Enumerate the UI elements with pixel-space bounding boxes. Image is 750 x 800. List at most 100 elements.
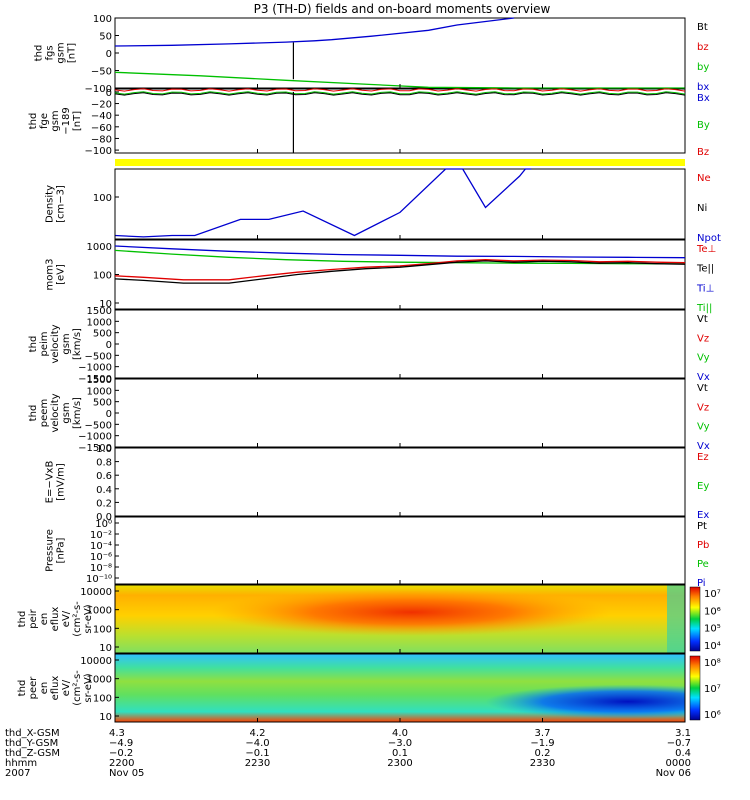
x-tick-label: −1.9	[530, 738, 554, 749]
y-axis-label: velocity	[50, 393, 61, 432]
legend-entry: Vy	[697, 422, 710, 433]
legend-entry: Bt	[697, 22, 708, 33]
y-axis-label: en	[39, 613, 50, 626]
y-tick-label: 0	[106, 409, 112, 420]
y-tick-label: 10⁰	[95, 519, 112, 530]
y-axis-label: −189	[61, 107, 72, 134]
x-tick-label: 2330	[530, 758, 555, 769]
y-axis-label: thd	[28, 113, 39, 130]
legend-entry: Npot	[697, 233, 721, 244]
y-axis-label: thd	[28, 336, 39, 353]
figure-title: P3 (TH-D) fields and on-board moments ov…	[254, 2, 551, 16]
legend-entry: Pi	[697, 578, 706, 589]
y-tick-label: 100	[93, 271, 112, 282]
colorbar	[689, 655, 701, 721]
x-tick-label: 0.4	[675, 748, 691, 759]
y-tick-label: 500	[93, 398, 112, 409]
y-tick-label: 10⁻¹⁰	[86, 574, 112, 585]
x-date-start: Nov 05	[109, 768, 144, 779]
y-axis-label: peir	[28, 608, 39, 628]
panel-frame	[114, 168, 686, 240]
y-tick-label: 0.6	[96, 471, 112, 482]
panel-fgs: 100 50 0 −50 −100 thd fgs gsm [nT] Bt bz by bx	[34, 14, 710, 95]
y-axis-label: gsm	[50, 110, 61, 131]
y-axis-label: thd	[34, 45, 45, 62]
x-tick-label: −0.1	[245, 748, 269, 759]
legend-entry: by	[697, 62, 709, 73]
y-tick-label: 10000	[80, 656, 112, 667]
panel-peer: 10⁸ 10⁷ 10⁶ 10000 1000 100 10 thd peer en eflux eV/…	[17, 653, 721, 723]
y-axis-label: thd	[17, 680, 28, 697]
legend-entry: Ni	[697, 203, 707, 214]
y-axis-label: peem	[39, 399, 50, 427]
x-tick-label: −0.2	[109, 748, 133, 759]
y-tick-label: 0	[106, 88, 112, 99]
legend-entry: Vy	[697, 353, 710, 364]
panel-frame	[114, 17, 686, 89]
y-tick-label: −80	[91, 134, 112, 145]
series-line-Ti||	[114, 249, 686, 265]
y-axis-label: [km/s]	[72, 397, 83, 429]
x-row-label: hhmm	[5, 758, 37, 769]
x-tick-label: −4.0	[245, 738, 269, 749]
y-tick-label: −1000	[78, 363, 112, 374]
y-axis-label: eV/	[61, 679, 72, 696]
y-tick-label: 0.0	[96, 512, 112, 523]
legend-entry: Vz	[697, 333, 709, 344]
y-tick-label: 10⁻⁶	[90, 552, 112, 563]
x-axis-table: thd_X-GSM 4.3 4.2 4.0 3.7 3.1 thd_Y-GSM −4.9 −4.…	[5, 84, 691, 779]
y-tick-label: 10⁻²	[90, 530, 112, 541]
series-line-bx	[114, 17, 515, 47]
y-tick-label: −100	[85, 146, 112, 157]
y-tick-label: 0	[106, 340, 112, 351]
y-tick-label: 1500	[87, 375, 112, 386]
x-tick-label: 2230	[245, 758, 270, 769]
panel-mom: 1000 100 10 mom3 [eV] Te⊥ Te|| Ti⊥ Ti||	[45, 239, 716, 314]
colorbar-tick-label: 10⁶	[704, 606, 721, 617]
panel-vxb: 1.0 0.8 0.6 0.4 0.2 0.0 E=−VxB [mV/m] Ez Ey Ex	[45, 444, 710, 523]
y-tick-label: 100	[93, 193, 112, 204]
y-tick-label: 10	[99, 712, 112, 723]
y-tick-label: 0.4	[96, 485, 112, 496]
panel-frame	[114, 88, 686, 154]
y-tick-label: 0.2	[96, 498, 112, 509]
legend-entry: Vx	[697, 372, 710, 383]
y-tick-label: 0	[106, 49, 112, 60]
x-tick-label: −0.7	[667, 738, 691, 749]
legend-entry: Te||	[696, 264, 714, 275]
y-axis-label: gsm	[61, 402, 72, 423]
y-axis-label: [eV]	[56, 264, 67, 285]
y-axis-label: [cm−3]	[56, 185, 67, 223]
x-tick-label: 4.3	[109, 728, 125, 739]
legend-entry: Bz	[697, 147, 709, 158]
x-tick-label: 0.1	[392, 748, 408, 759]
legend-entry: bx	[697, 82, 709, 93]
y-tick-label: 100	[93, 624, 112, 635]
y-tick-label: −50	[91, 67, 112, 78]
y-tick-label: −20	[91, 100, 112, 111]
y-tick-label: 1000	[87, 606, 112, 617]
y-axis-label: peer	[28, 676, 39, 700]
colorbar-tick-label: 10⁷	[704, 589, 721, 600]
y-tick-label: −60	[91, 123, 112, 134]
y-axis-label: (cm²-s-	[72, 670, 83, 706]
y-axis-label: en	[39, 682, 50, 695]
x-tick-label: −4.9	[109, 738, 133, 749]
colorbar-tick-label: 10⁸	[704, 658, 721, 669]
x-tick-label: 2200	[109, 758, 134, 769]
y-axis-label: fge	[39, 113, 50, 129]
colorbar-tick-label: 10⁶	[704, 710, 721, 721]
x-tick-label: 2300	[387, 758, 412, 769]
y-axis-label: fgs	[45, 45, 56, 60]
y-tick-label: −40	[91, 111, 112, 122]
y-axis-label: Pressure	[45, 529, 56, 572]
colorbar-tick-label: 10⁷	[704, 684, 721, 695]
y-axis-label: [km/s]	[72, 328, 83, 360]
heatmap-hot-region	[115, 585, 685, 653]
x-tick-label: 3.1	[675, 728, 691, 739]
y-axis-label: Density	[45, 185, 56, 223]
y-axis-label: [nT]	[72, 111, 83, 131]
heatmap-edge	[667, 585, 685, 653]
